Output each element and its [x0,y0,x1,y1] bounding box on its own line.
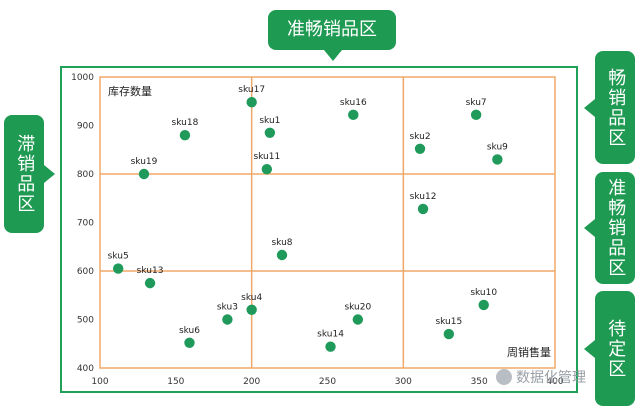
data-label-sku2: sku2 [409,132,430,142]
zone-label-left: 滞销品区 [4,115,55,233]
data-point-sku12 [417,203,429,215]
x-tick-label: 100 [91,377,108,387]
zone-label-right-middle: 准畅销品区 [584,172,635,284]
data-label-sku19: sku19 [131,157,158,167]
data-label-sku6: sku6 [179,326,200,336]
data-label-sku20: sku20 [344,303,371,313]
data-label-sku17: sku17 [238,85,265,95]
data-label-sku5: sku5 [108,252,129,262]
data-label-sku15: sku15 [435,317,462,327]
data-label-sku14: sku14 [317,330,344,340]
zone-right-bottom-text: 待定区 [605,318,627,379]
data-point-sku5 [113,263,124,274]
y-tick-label: 400 [77,364,94,374]
data-point-sku11 [261,163,273,175]
watermark: 数据化管理 [496,367,586,387]
y-tick-label: 500 [77,316,94,326]
x-tick-label: 350 [471,377,488,387]
data-point-sku16 [348,109,359,121]
watermark-text: 数据化管理 [516,370,586,386]
data-point-sku13 [144,277,156,289]
data-point-sku7 [470,109,482,121]
y-tick-label: 800 [77,170,94,180]
data-label-sku4: sku4 [241,293,262,303]
zone-right-top-text: 畅销品区 [605,67,627,148]
data-point-sku15 [443,328,455,340]
plot-area-border [99,76,556,369]
data-label-sku16: sku16 [340,98,367,108]
data-point-sku19 [138,168,150,180]
data-point-sku10 [478,299,489,311]
data-point-sku14 [325,341,336,352]
data-label-sku12: sku12 [410,192,437,202]
x-tick-label: 150 [167,377,184,387]
y-tick-label: 1000 [71,73,94,83]
data-label-sku11: sku11 [253,152,280,162]
x-tick-label: 400 [546,377,563,387]
data-label-sku8: sku8 [271,238,292,248]
zone-top-text: 准畅销品区 [287,18,377,40]
chart-frame [60,66,578,393]
data-label-sku18: sku18 [172,118,199,128]
zone-left-text: 滞销品区 [14,134,36,214]
y-tick-label: 900 [77,122,94,132]
data-point-sku8 [276,249,288,261]
data-label-sku7: sku7 [466,98,487,108]
data-label-sku1: sku1 [259,116,280,126]
data-point-sku17 [246,97,257,108]
data-point-sku4 [246,304,257,315]
data-point-sku9 [492,154,503,165]
zone-label-right-bottom: 待定区 [584,291,635,406]
x-tick-label: 300 [395,377,412,387]
zone-right-middle-text: 准畅销品区 [605,178,627,278]
data-point-sku18 [179,130,191,141]
data-point-sku2 [414,143,426,154]
data-label-sku9: sku9 [487,142,508,152]
data-label-sku10: sku10 [470,288,497,298]
x-tick-label: 200 [243,377,260,387]
wechat-icon [496,369,512,385]
zone-label-right-top: 畅销品区 [584,51,635,164]
data-point-sku3 [222,314,233,325]
data-point-sku20 [352,314,364,325]
x-tick-label: 250 [319,377,336,387]
zone-label-top: 准畅销品区 [268,10,396,61]
y-tick-label: 600 [77,267,94,277]
data-label-sku13: sku13 [137,266,164,276]
data-point-sku6 [184,337,195,348]
y-axis-label: 库存数量 [108,84,152,98]
y-tick-label: 700 [77,219,94,229]
x-axis-label: 周销售量 [507,345,551,359]
data-point-sku1 [264,127,276,138]
data-label-sku3: sku3 [217,303,238,313]
